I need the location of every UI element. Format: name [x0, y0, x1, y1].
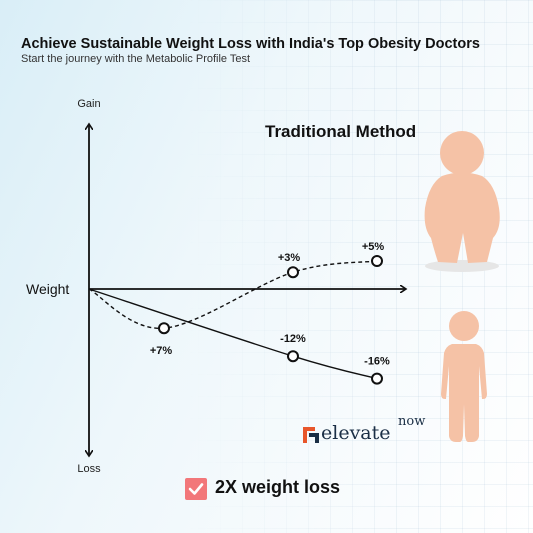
figure-body: [441, 344, 487, 442]
figure-body: [424, 172, 500, 263]
data-label-1-2: -16%: [364, 356, 390, 368]
data-point-1-1: [287, 350, 299, 363]
series-line-1: [88, 288, 378, 380]
series-line-0: [88, 260, 378, 329]
figure-head: [449, 311, 479, 341]
data-point-0-3: [371, 255, 383, 267]
brand-logo: elevate now: [303, 414, 443, 446]
plot-area: +7% +3% +5% -12% -16%: [88, 241, 390, 385]
brand-mark-icon: [303, 427, 319, 443]
data-label-1-1: -12%: [280, 333, 306, 345]
data-label-0-2: +3%: [278, 252, 301, 264]
y-axis-top-label: Gain: [77, 98, 100, 110]
page-title: Achieve Sustainable Weight Loss with Ind…: [21, 36, 480, 52]
brand-suffix: now: [398, 414, 426, 429]
brand-name: elevate: [321, 422, 391, 444]
figure-shadow: [425, 260, 499, 272]
person-slim-icon: [441, 311, 487, 442]
page-subtitle: Start the journey with the Metabolic Pro…: [21, 53, 251, 65]
person-large-icon: [424, 131, 500, 272]
data-point-1-2: [371, 372, 383, 385]
data-label-0-1: +7%: [150, 345, 173, 357]
data-point-0-2: [287, 266, 299, 279]
traditional-method-label: Traditional Method: [265, 122, 417, 141]
data-label-0-3: +5%: [362, 241, 385, 253]
check-icon: [185, 478, 207, 500]
y-axis-bottom-label: Loss: [77, 463, 101, 475]
figure-head: [440, 131, 484, 175]
badge-text: 2X weight loss: [215, 477, 341, 497]
y-axis-label: Weight: [26, 281, 69, 297]
data-point-0-1: [158, 322, 170, 335]
